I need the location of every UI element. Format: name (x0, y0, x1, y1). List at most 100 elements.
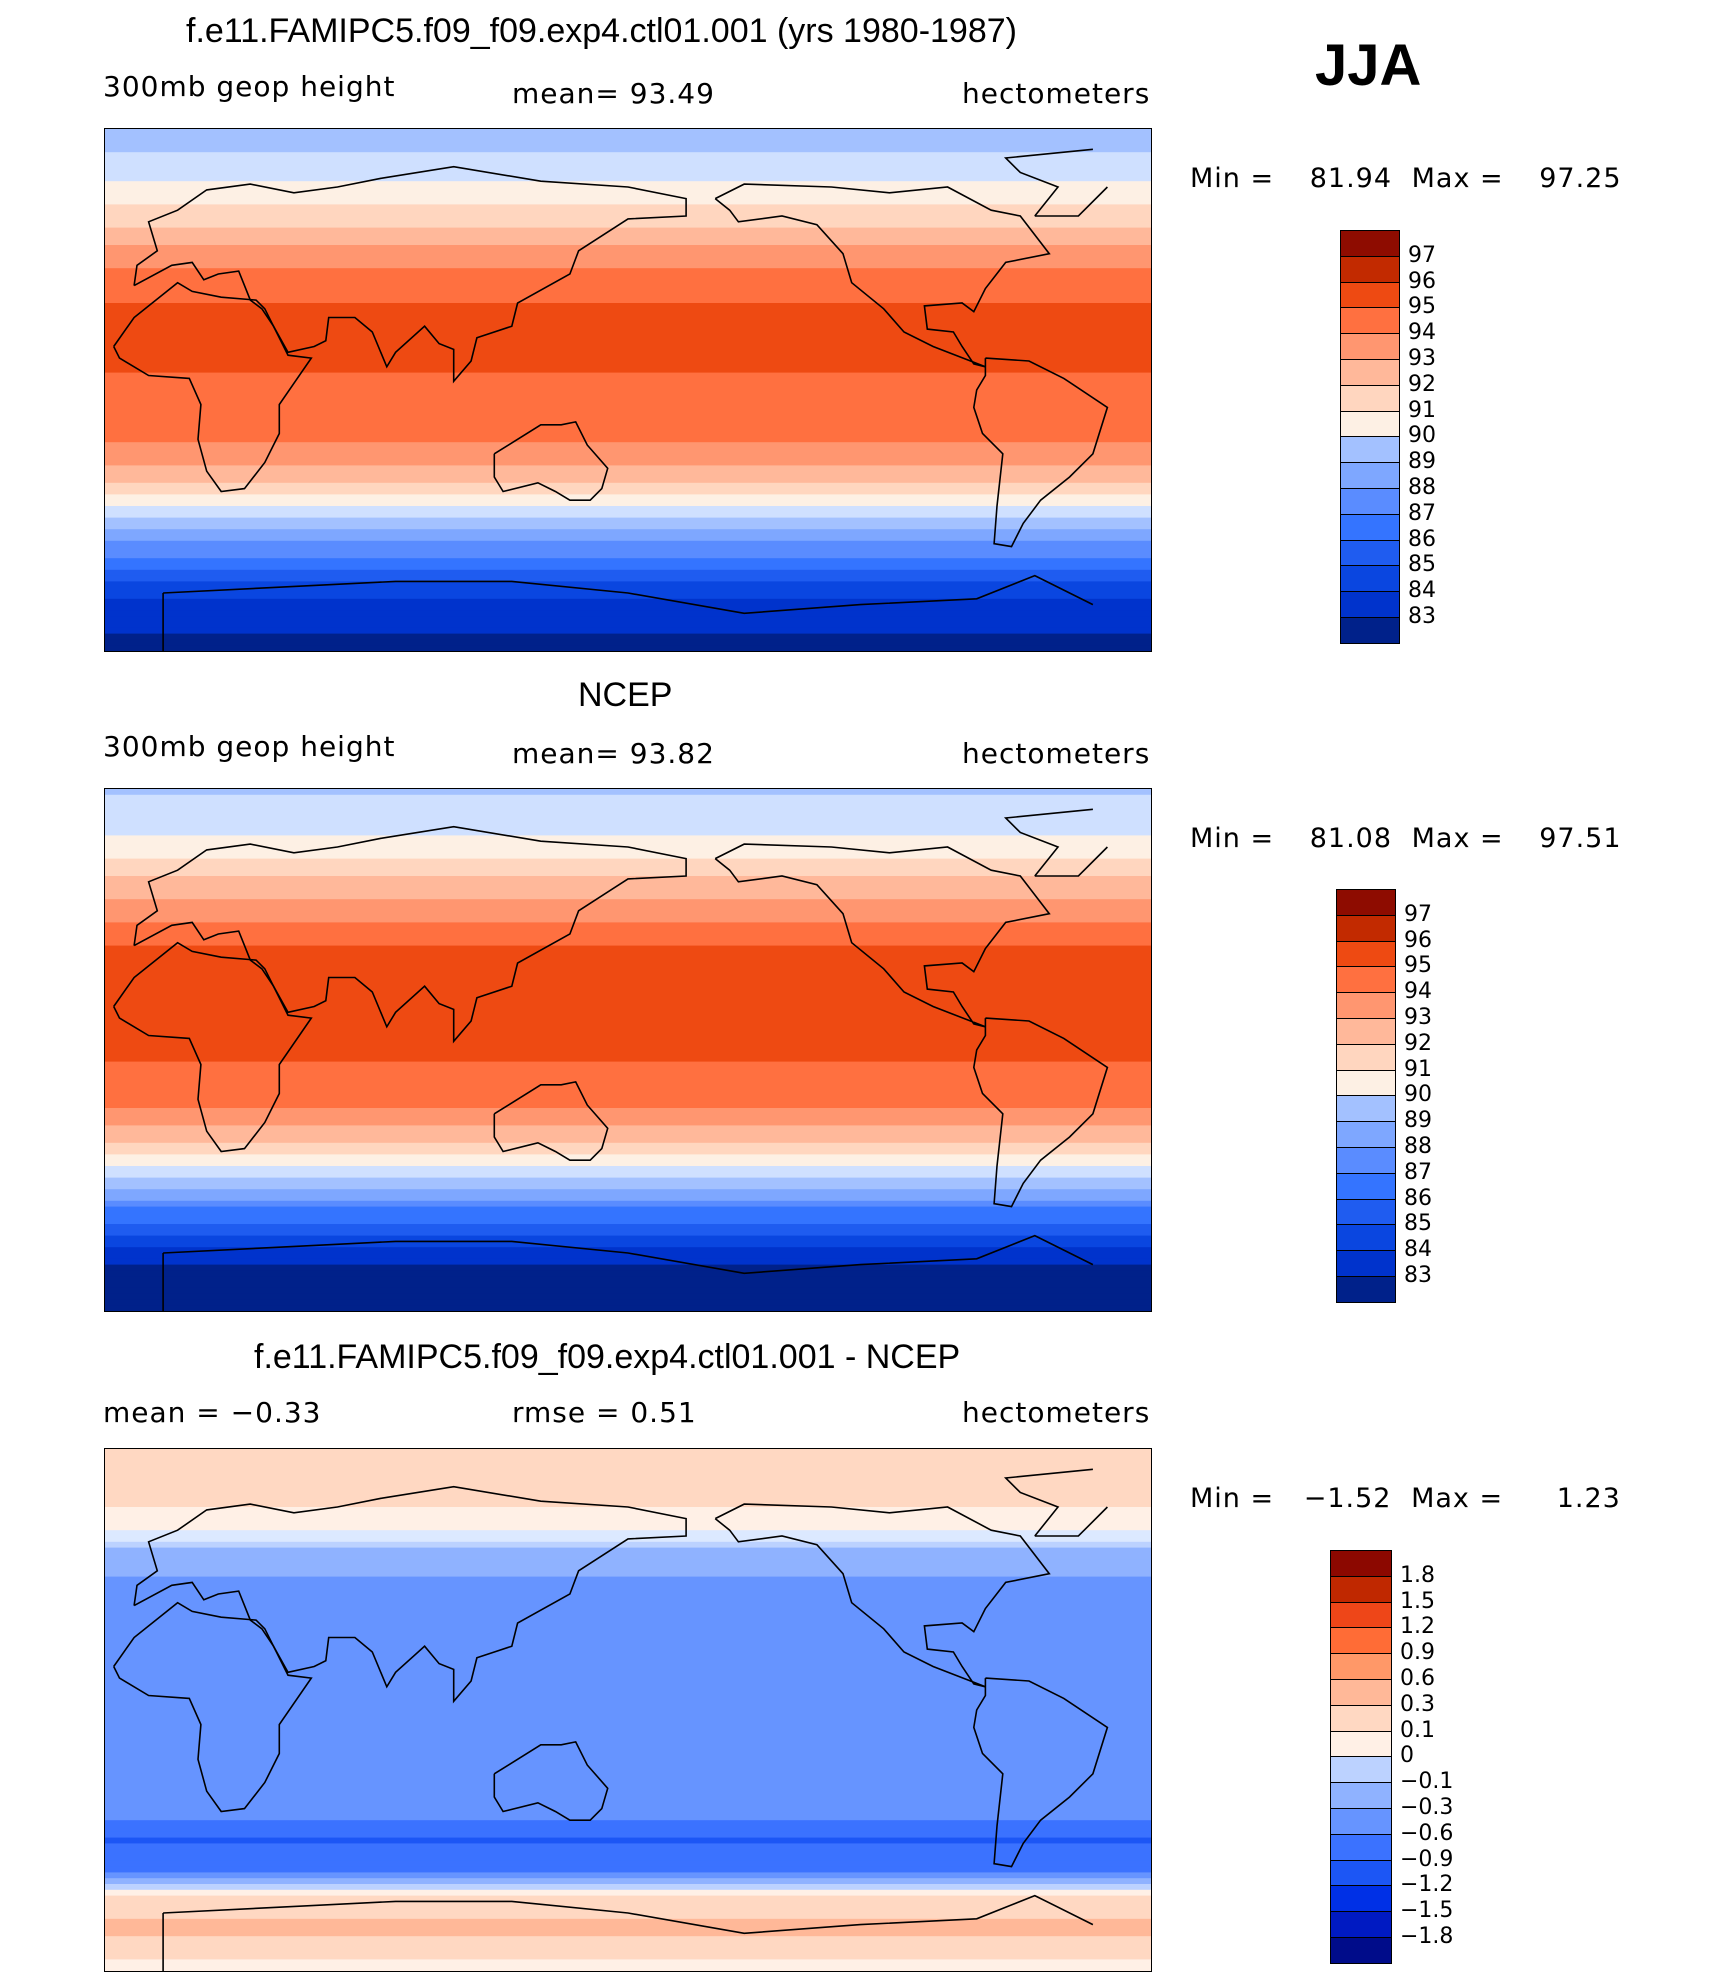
panel-title-model: f.e11.FAMIPC5.f09_f09.exp4.ctl01.001 (yr… (186, 12, 1017, 50)
coastline (1034, 1506, 1108, 1537)
contour-band (105, 546, 1151, 554)
contour-band (105, 540, 1151, 548)
colorbar-swatch (1340, 281, 1400, 309)
min-max-readout-diff: Min = −1.52 Max = 1.23 (1190, 1483, 1621, 1514)
contour-band (105, 1785, 1151, 1793)
contour-band (105, 974, 1151, 982)
contour-band (105, 401, 1151, 409)
contour-band (105, 1657, 1151, 1665)
contour-band (105, 326, 1151, 333)
contour-band (105, 1241, 1151, 1249)
colorbar-swatch (1330, 1627, 1392, 1655)
contour-band (105, 436, 1151, 444)
contour-band (105, 175, 1151, 183)
contour-band (105, 893, 1151, 901)
contour-band (105, 951, 1151, 959)
contour-band (105, 1652, 1151, 1659)
contour-band (105, 1044, 1151, 1051)
contour-band (105, 934, 1151, 941)
contour-band (105, 1501, 1151, 1508)
contour-band (105, 1744, 1151, 1752)
colorbar-swatch (1336, 1069, 1396, 1097)
contour-band (105, 523, 1151, 531)
contour-band (105, 1878, 1151, 1885)
colorbar-tick-label: 89 (1404, 1108, 1432, 1134)
colorbar-tick-label: 1.8 (1400, 1562, 1435, 1588)
min-label: Min = (1190, 163, 1275, 194)
contour-band (105, 881, 1151, 889)
contour-band (105, 459, 1151, 467)
map-model (104, 128, 1152, 652)
contour-band (105, 210, 1151, 217)
contour-band (105, 847, 1151, 854)
contour-band (105, 1108, 1151, 1115)
colorbar-tick-label: 90 (1408, 423, 1436, 449)
contour-band (105, 1466, 1151, 1474)
contour-band (105, 1460, 1151, 1468)
colorbar-tick-label: 0.1 (1400, 1717, 1435, 1743)
contour-band (105, 274, 1151, 281)
coastline (714, 843, 1051, 1028)
contour-band (105, 1096, 1151, 1104)
contour-band (105, 939, 1151, 947)
contour-band (105, 1189, 1151, 1196)
contour-band (105, 1276, 1151, 1283)
colorbar-tick-label: 0.6 (1400, 1666, 1435, 1691)
colorbar-swatch (1330, 1859, 1392, 1887)
contour-band (105, 1073, 1151, 1080)
contour-band (105, 1518, 1151, 1526)
colorbar-tick-label: 1.2 (1400, 1614, 1435, 1640)
contour-band (105, 622, 1151, 629)
contour-band (105, 633, 1151, 641)
contour-band (105, 1617, 1151, 1624)
contour-band (105, 829, 1151, 837)
max-value: 1.23 (1556, 1483, 1621, 1514)
contour-band (105, 1704, 1151, 1711)
coastline (493, 1080, 609, 1162)
colorbar-swatch (1330, 1704, 1392, 1732)
colorbar-swatch (1340, 384, 1400, 412)
contour-band (105, 1808, 1151, 1816)
contour-band (105, 390, 1151, 397)
contour-band (105, 1797, 1151, 1804)
contour-band (105, 465, 1151, 473)
contour-band (105, 181, 1151, 188)
contour-band (105, 1154, 1151, 1162)
contour-band (105, 1872, 1151, 1880)
contour-band (105, 1183, 1151, 1191)
contour-band (105, 1826, 1151, 1833)
colorbar-tick-label: −0.1 (1400, 1769, 1454, 1795)
coastline (112, 281, 313, 493)
contour-band (105, 1067, 1151, 1075)
contour-band (105, 1305, 1151, 1311)
colorbar-swatch (1340, 488, 1400, 515)
coastline (972, 1017, 1109, 1208)
coastline (133, 825, 687, 1044)
coastline (112, 941, 313, 1153)
contour-band (105, 852, 1151, 860)
contour-band (105, 1264, 1151, 1272)
colorbar-tick-label: 88 (1404, 1134, 1432, 1159)
contour-band (105, 887, 1151, 895)
contour-band (105, 1454, 1151, 1462)
contour-band (105, 1512, 1151, 1520)
contour-band (105, 1258, 1151, 1266)
contour-band (105, 806, 1151, 814)
contour-band (105, 424, 1151, 432)
contour-band (105, 1102, 1151, 1109)
contour-band (105, 986, 1151, 993)
coastline (972, 1677, 1109, 1868)
contour-band (105, 610, 1151, 618)
colorbar-swatch (1340, 333, 1400, 360)
contour-band (105, 1715, 1151, 1723)
colorbar-swatch (1330, 1653, 1392, 1680)
contour-band (105, 899, 1151, 906)
colorbar-swatch (1330, 1808, 1392, 1835)
contour-band (105, 1287, 1151, 1295)
contour-band (105, 968, 1151, 976)
contour-band (105, 500, 1151, 507)
contour-band (105, 1855, 1151, 1862)
contour-band (105, 841, 1151, 848)
contour-band (105, 1090, 1151, 1098)
contour-band (105, 239, 1151, 246)
